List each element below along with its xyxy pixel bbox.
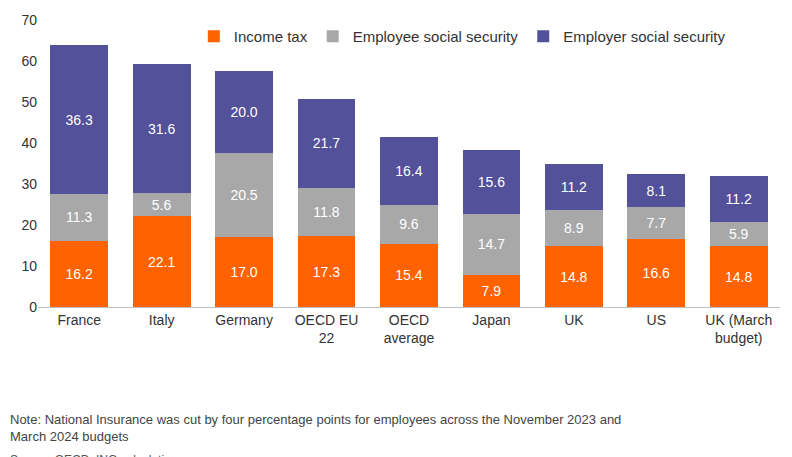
svg-text:Germany: Germany xyxy=(215,312,273,328)
svg-text:OECD EU22: OECD EU22 xyxy=(295,312,359,346)
svg-text:Italy: Italy xyxy=(149,312,175,328)
svg-text:Note: National Insurance was c: Note: National Insurance was cut by four… xyxy=(10,412,621,444)
svg-text:70: 70 xyxy=(21,12,37,28)
svg-text:16.6: 16.6 xyxy=(643,265,670,281)
svg-text:Employer social security: Employer social security xyxy=(563,28,725,45)
svg-text:8.9: 8.9 xyxy=(564,220,584,236)
svg-text:16.4: 16.4 xyxy=(395,163,422,179)
svg-text:50: 50 xyxy=(21,94,37,110)
svg-text:11.3: 11.3 xyxy=(66,209,92,225)
svg-text:Employee social security: Employee social security xyxy=(353,28,519,45)
svg-text:7.9: 7.9 xyxy=(482,283,502,299)
svg-text:20: 20 xyxy=(21,217,37,233)
svg-text:14.8: 14.8 xyxy=(725,269,752,285)
svg-text:10: 10 xyxy=(21,258,37,274)
svg-text:UK: UK xyxy=(564,312,584,328)
svg-text:14.7: 14.7 xyxy=(478,236,505,252)
svg-text:15.4: 15.4 xyxy=(395,267,422,283)
svg-text:0: 0 xyxy=(29,299,37,315)
svg-text:14.8: 14.8 xyxy=(560,269,587,285)
svg-text:Income tax: Income tax xyxy=(234,28,308,45)
svg-text:40: 40 xyxy=(21,135,37,151)
svg-text:11.8: 11.8 xyxy=(313,204,339,220)
svg-text:30: 30 xyxy=(21,176,37,192)
svg-text:7.7: 7.7 xyxy=(646,215,666,231)
svg-text:20.5: 20.5 xyxy=(230,187,257,203)
svg-text:17.0: 17.0 xyxy=(230,264,257,280)
svg-text:31.6: 31.6 xyxy=(148,121,175,137)
svg-text:11.2: 11.2 xyxy=(561,179,587,195)
svg-text:US: US xyxy=(647,312,666,328)
svg-text:20.0: 20.0 xyxy=(230,104,257,120)
svg-text:21.7: 21.7 xyxy=(313,135,340,151)
svg-text:8.1: 8.1 xyxy=(646,183,666,199)
svg-text:9.6: 9.6 xyxy=(399,216,419,232)
svg-text:5.9: 5.9 xyxy=(729,226,749,242)
svg-text:16.2: 16.2 xyxy=(65,266,92,282)
svg-text:60: 60 xyxy=(21,53,37,69)
svg-text:36.3: 36.3 xyxy=(65,112,92,128)
svg-text:22.1: 22.1 xyxy=(148,254,175,270)
svg-text:UK (Marchbudget): UK (Marchbudget) xyxy=(705,312,772,346)
svg-text:5.6: 5.6 xyxy=(152,197,172,213)
svg-text:OECDaverage: OECDaverage xyxy=(384,312,435,346)
svg-text:15.6: 15.6 xyxy=(478,174,505,190)
svg-text:11.2: 11.2 xyxy=(726,191,752,207)
svg-text:Source: OECD, ING calculations: Source: OECD, ING calculations xyxy=(10,453,183,457)
svg-text:France: France xyxy=(57,312,101,328)
svg-text:17.3: 17.3 xyxy=(313,264,340,280)
svg-text:Japan: Japan xyxy=(472,312,510,328)
